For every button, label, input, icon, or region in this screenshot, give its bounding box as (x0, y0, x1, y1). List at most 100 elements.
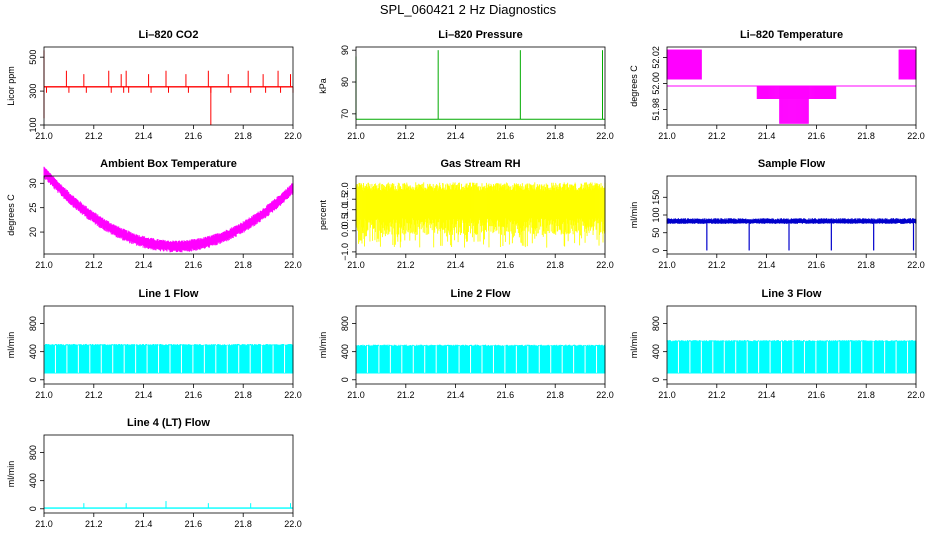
plot-frame (43, 175, 294, 255)
x-tick-label: 22.0 (284, 519, 302, 529)
x-tick-label: 22.0 (596, 260, 614, 270)
x-tick-label: 21.0 (658, 260, 676, 270)
x-tick-label: 21.8 (234, 390, 252, 400)
x-tick-label: 22.0 (907, 131, 925, 141)
y-tick-label: 2.0 (340, 182, 350, 195)
panel-title: Li–820 Pressure (438, 29, 522, 41)
x-tick-label: 22.0 (284, 260, 302, 270)
x-tick-label: 21.0 (658, 390, 676, 400)
y-tick-label: 400 (340, 344, 350, 359)
y-tick-label: 100 (28, 117, 38, 132)
plot-frame (666, 175, 917, 255)
x-tick-label: 21.6 (185, 260, 203, 270)
y-tick-label: 0 (28, 377, 38, 382)
y-tick-label: 400 (28, 473, 38, 488)
data-series (355, 344, 606, 374)
panel-title: Line 3 Flow (762, 288, 822, 300)
data-series (355, 182, 606, 248)
y-tick-label: 30 (28, 178, 38, 188)
y-tick-label: −1.0 (340, 243, 350, 261)
y-tick-label: 25 (28, 203, 38, 213)
panel-6: Sample Flow ml/min 21.0 21.2 21.4 21.6 21.8 22.… (629, 158, 925, 270)
x-tick-label: 22.0 (596, 131, 614, 141)
y-tick-label: 300 (28, 84, 38, 99)
y-axis-label: ml/min (629, 202, 639, 229)
x-tick-label: 21.4 (447, 131, 465, 141)
plot-frame (666, 46, 917, 126)
y-tick-label: 51.98 (651, 98, 661, 121)
x-tick-label: 22.0 (907, 260, 925, 270)
plot-frame (355, 46, 606, 126)
y-tick-label: 70 (340, 109, 350, 119)
y-tick-label: 1.0 (340, 203, 350, 216)
data-series (666, 218, 917, 251)
panel-4: Ambient Box Temperature degrees C 21.0 21.2… (6, 158, 302, 270)
x-tick-label: 22.0 (284, 390, 302, 400)
y-axis-label: degrees C (6, 194, 16, 236)
y-tick-label: 800 (651, 316, 661, 331)
panel-title: Line 2 Flow (451, 288, 511, 300)
panel-5: Gas Stream RH percent 21.0 21.2 21.4 21.6 21.8… (318, 158, 614, 270)
panel-title: Li–820 Temperature (740, 29, 843, 41)
data-series (666, 49, 917, 124)
x-tick-label: 21.8 (234, 519, 252, 529)
x-tick-label: 21.6 (497, 260, 515, 270)
panel-title: Li–820 CO2 (139, 29, 199, 41)
plot-frame (43, 46, 294, 126)
y-axis-label: ml/min (629, 332, 639, 359)
plot-frame (43, 305, 294, 385)
x-tick-label: 22.0 (596, 390, 614, 400)
y-axis-label: ml/min (318, 332, 328, 359)
y-tick-label: 80 (340, 77, 350, 87)
x-tick-label: 21.0 (347, 131, 365, 141)
y-axis-label: degrees C (629, 65, 639, 107)
data-series (355, 50, 605, 120)
x-tick-label: 21.0 (347, 390, 365, 400)
y-tick-label: 0.0 (340, 225, 350, 238)
x-tick-label: 21.8 (857, 260, 875, 270)
x-tick-label: 21.4 (135, 519, 153, 529)
x-tick-label: 21.8 (546, 260, 564, 270)
x-tick-label: 21.2 (85, 519, 103, 529)
x-tick-label: 21.2 (708, 131, 726, 141)
x-tick-label: 21.0 (35, 260, 53, 270)
y-axis-label: ml/min (6, 461, 16, 488)
data-series (666, 340, 917, 374)
x-tick-label: 21.8 (546, 390, 564, 400)
x-tick-label: 21.2 (397, 131, 415, 141)
y-tick-label: 150 (651, 190, 661, 205)
panel-2: Li–820 Pressure kPa 21.0 21.2 21.4 21.6 21.8 22… (318, 29, 614, 141)
x-tick-label: 21.0 (347, 260, 365, 270)
y-axis-label: percent (318, 199, 328, 230)
panel-title: Line 4 (LT) Flow (127, 417, 210, 429)
x-tick-label: 21.6 (497, 131, 515, 141)
x-tick-label: 21.2 (85, 131, 103, 141)
x-tick-label: 21.8 (857, 390, 875, 400)
x-tick-label: 22.0 (284, 131, 302, 141)
y-axis-label: ml/min (6, 332, 16, 359)
panels: Li–820 CO2 Licor ppm 21.0 21.2 21.4 21.6 21.8 2… (6, 29, 925, 529)
x-tick-label: 21.4 (758, 260, 776, 270)
x-tick-label: 21.6 (497, 390, 515, 400)
x-tick-label: 21.4 (135, 390, 153, 400)
panel-title: Sample Flow (758, 158, 826, 170)
y-tick-label: 90 (340, 45, 350, 55)
x-tick-label: 21.4 (135, 260, 153, 270)
y-tick-label: 400 (28, 344, 38, 359)
y-tick-label: 1.5 (340, 193, 350, 206)
x-tick-label: 21.0 (35, 519, 53, 529)
data-series (43, 343, 294, 374)
y-tick-label: 50 (651, 228, 661, 238)
x-tick-label: 21.6 (808, 260, 826, 270)
x-tick-label: 21.2 (708, 390, 726, 400)
y-tick-label: 800 (28, 316, 38, 331)
y-tick-label: 800 (340, 316, 350, 331)
x-tick-label: 21.8 (857, 131, 875, 141)
x-tick-label: 21.2 (397, 260, 415, 270)
panel-7: Line 1 Flow ml/min 21.0 21.2 21.4 21.6 21.8 22.… (6, 288, 302, 400)
y-tick-label: 0 (651, 248, 661, 253)
y-tick-label: 0 (28, 506, 38, 511)
panel-1: Li–820 CO2 Licor ppm 21.0 21.2 21.4 21.6 21.8 2… (6, 29, 302, 141)
data-series (44, 501, 293, 509)
